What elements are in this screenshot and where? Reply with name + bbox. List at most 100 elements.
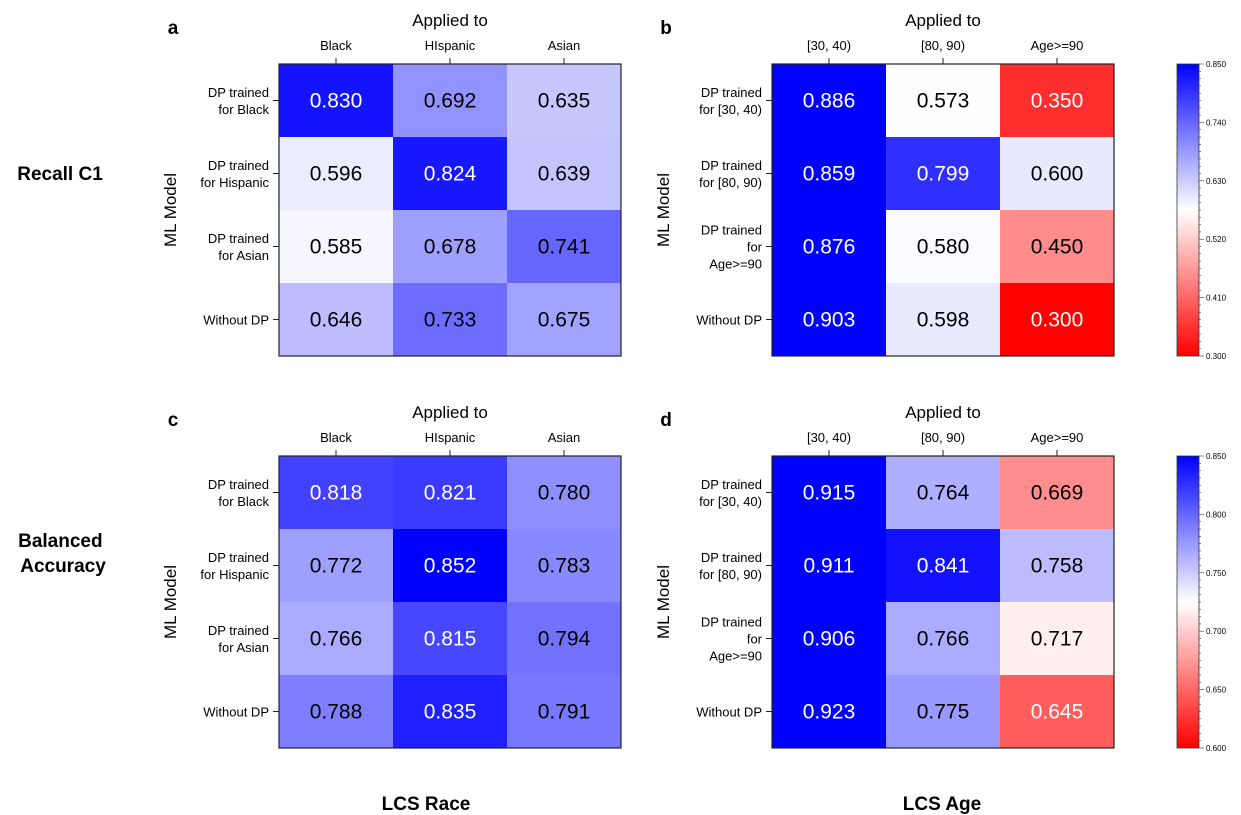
heatmap-cell — [1000, 210, 1114, 283]
cell-value-label: 0.600 — [1031, 163, 1084, 186]
heatmap-panel-a: a Applied to ML Model 0.830 0.692 0.635 0.596 0… — [161, 11, 622, 357]
colorbar-tick-label: 0.650 — [1206, 686, 1227, 695]
heatmap-cell — [393, 602, 507, 675]
cell-value-label: 0.911 — [804, 555, 855, 578]
cell-value-label: 0.639 — [538, 163, 591, 186]
x-axis-label: Applied to — [905, 11, 981, 30]
y-tick-label: DP trained for Hispanic — [200, 550, 269, 582]
cell-value-label: 0.758 — [1031, 555, 1084, 578]
y-axis-label: ML Model — [654, 173, 673, 247]
colorbar-tick-label: 0.630 — [1206, 177, 1227, 186]
cell-value-label: 0.741 — [538, 236, 591, 259]
heatmap-cell — [772, 210, 886, 283]
colorbar-tick-label: 0.800 — [1206, 510, 1227, 519]
colorbar-gradient — [1176, 63, 1200, 357]
cell-value-label: 0.830 — [310, 90, 363, 113]
heatmap-cell — [886, 137, 1000, 210]
row-heading-balanced-line2: Accuracy — [20, 556, 106, 577]
heatmap-cell — [772, 64, 886, 137]
y-tick-label: DP trained for [80, 90) — [699, 550, 762, 582]
x-tick-label: Black — [320, 430, 352, 445]
heatmap-cell — [1000, 529, 1114, 602]
heatmap-cell — [393, 137, 507, 210]
heatmap-cell — [393, 675, 507, 748]
x-tick-label: HIspanic — [425, 430, 476, 445]
heatmap-cell — [393, 456, 507, 529]
heatmap-cell — [393, 210, 507, 283]
x-axis-label: Applied to — [905, 403, 981, 422]
heatmap-cell — [279, 64, 393, 137]
cell-value-label: 0.766 — [310, 628, 363, 651]
y-tick-label: DP trained for Black — [208, 85, 270, 117]
colorbar-tick-label: 0.850 — [1206, 452, 1227, 461]
row-heading-balanced-line1: Balanced — [18, 531, 102, 552]
heatmap-cell — [772, 283, 886, 356]
heatmap-cell — [279, 137, 393, 210]
heatmap-cell — [886, 283, 1000, 356]
heatmap-cell — [1000, 456, 1114, 529]
cell-value-label: 0.859 — [803, 163, 856, 186]
cell-value-label: 0.692 — [424, 90, 477, 113]
cell-value-label: 0.841 — [917, 555, 970, 578]
cell-value-label: 0.596 — [310, 163, 363, 186]
cell-value-label: 0.669 — [1031, 482, 1084, 505]
heatmap-cell — [393, 64, 507, 137]
heatmap-cell — [1000, 675, 1114, 748]
heatmap-cell — [393, 283, 507, 356]
heatmap-cell — [507, 456, 621, 529]
cell-value-label: 0.635 — [538, 90, 591, 113]
cell-value-label: 0.780 — [538, 482, 591, 505]
cell-value-label: 0.646 — [310, 309, 363, 332]
row-heading-balanced: Balanced Accuracy — [18, 531, 108, 577]
cell-value-label: 0.799 — [917, 163, 970, 186]
row-heading-recall: Recall C1 — [17, 164, 103, 185]
y-axis-label: ML Model — [161, 565, 180, 639]
heatmap-cell — [279, 675, 393, 748]
heatmap-cell — [1000, 137, 1114, 210]
colorbar-tick-label: 0.600 — [1206, 744, 1227, 753]
x-tick-label: Age>=90 — [1031, 430, 1084, 445]
cell-value-label: 0.906 — [803, 628, 856, 651]
heatmap-cell — [772, 456, 886, 529]
y-tick-label: DP trained for Asian — [208, 231, 269, 263]
x-tick-label: [30, 40) — [807, 430, 851, 445]
heatmap-cell — [886, 602, 1000, 675]
heatmap-cell — [507, 210, 621, 283]
x-tick-label: [30, 40) — [807, 38, 851, 53]
x-tick-label: Asian — [548, 430, 581, 445]
heatmap-cell — [279, 529, 393, 602]
column-heading-race: LCS Race — [382, 794, 471, 815]
cell-value-label: 0.783 — [538, 555, 591, 578]
cell-value-label: 0.824 — [424, 163, 477, 186]
x-tick-label: HIspanic — [425, 38, 476, 53]
colorbar-tick-label: 0.850 — [1206, 60, 1227, 69]
heatmap-cell — [886, 529, 1000, 602]
cell-value-label: 0.886 — [803, 90, 856, 113]
colorbar-tick-label: 0.520 — [1206, 235, 1227, 244]
cell-value-label: 0.598 — [917, 309, 970, 332]
y-tick-label: DP trained for [30, 40) — [699, 85, 762, 117]
y-tick-label: DP trained for Black — [208, 477, 270, 509]
panel-letter-b: b — [660, 18, 672, 39]
heatmap-cell — [279, 602, 393, 675]
heatmap-cell — [507, 64, 621, 137]
x-axis-label: Applied to — [412, 403, 488, 422]
y-tick-label: DP trained for [30, 40) — [699, 477, 762, 509]
panel-letter-a: a — [168, 18, 179, 39]
heatmap-cell — [1000, 602, 1114, 675]
cell-value-label: 0.821 — [424, 482, 477, 505]
x-tick-label: Black — [320, 38, 352, 53]
x-tick-label: Age>=90 — [1031, 38, 1084, 53]
y-axis-label: ML Model — [161, 173, 180, 247]
cell-value-label: 0.766 — [917, 628, 970, 651]
heatmap-panel-c: c Applied to ML Model 0.818 0.821 0.780 0.772 0… — [161, 403, 622, 749]
x-tick-label: Asian — [548, 38, 581, 53]
cell-value-label: 0.788 — [310, 701, 363, 724]
colorbar-tick-label: 0.410 — [1206, 294, 1227, 303]
cell-value-label: 0.675 — [538, 309, 591, 332]
cell-value-label: 0.764 — [917, 482, 970, 505]
y-tick-label: Without DP — [203, 313, 269, 328]
heatmap-cell — [393, 529, 507, 602]
cell-value-label: 0.580 — [917, 236, 970, 259]
cell-value-label: 0.852 — [424, 555, 477, 578]
